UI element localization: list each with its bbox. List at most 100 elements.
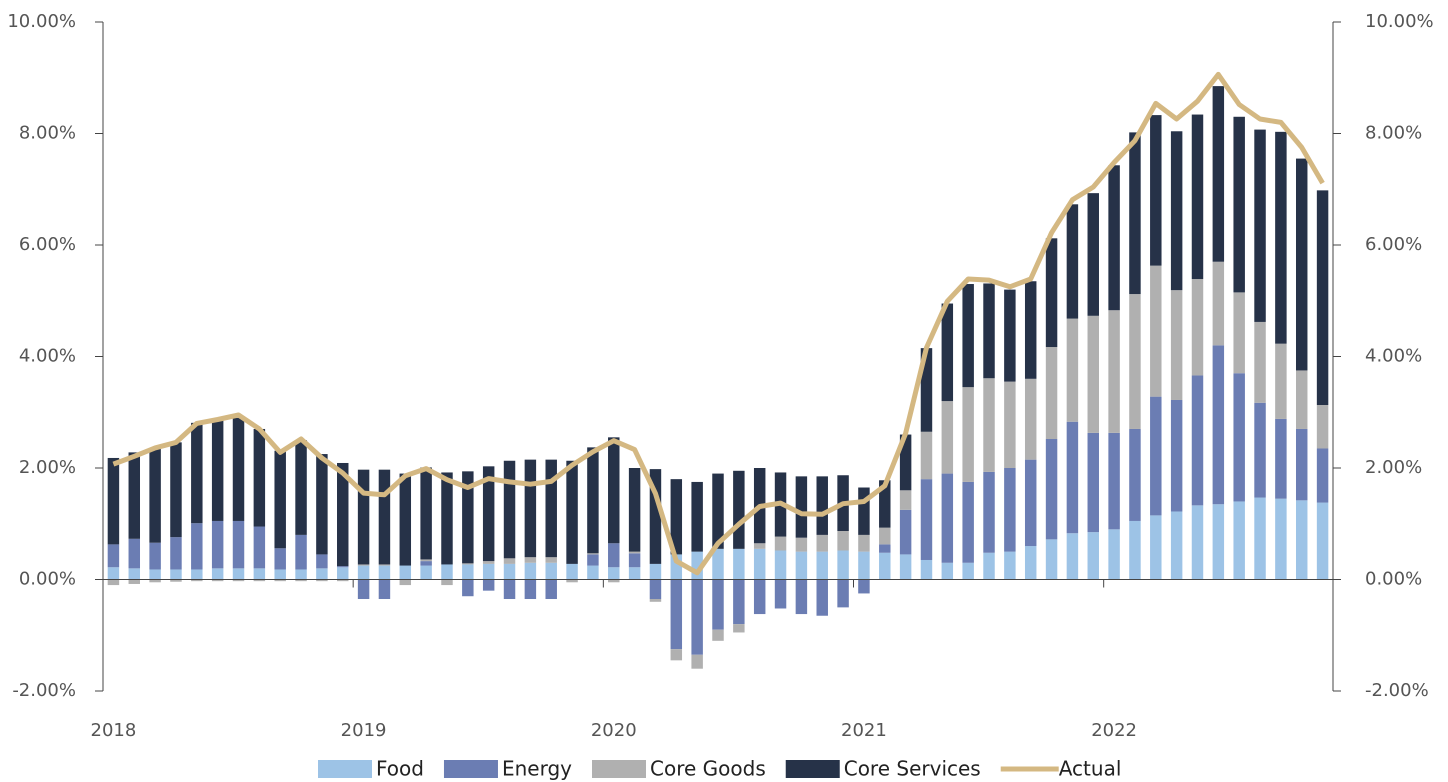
bar: [503, 579, 516, 600]
bar: [587, 554, 599, 566]
bar: [170, 569, 182, 580]
bar: [462, 564, 474, 580]
bar: [587, 565, 599, 580]
bar: [1295, 158, 1308, 371]
bar: [316, 579, 328, 582]
bar: [566, 460, 578, 564]
bar: [774, 579, 787, 609]
bar: [1066, 318, 1079, 422]
bar: [441, 579, 453, 586]
bar: [211, 579, 224, 582]
x-tick-label: 2019: [341, 720, 387, 741]
bar: [1004, 289, 1016, 382]
bar: [1004, 468, 1016, 552]
bar: [1212, 86, 1225, 262]
bar: [691, 481, 703, 552]
bar: [1150, 515, 1162, 580]
bar: [420, 559, 432, 562]
bar: [1150, 396, 1162, 516]
bar: [149, 542, 161, 570]
bar: [753, 548, 766, 580]
bar: [649, 579, 662, 600]
bar: [1254, 129, 1266, 322]
bar: [649, 469, 662, 564]
bar: [503, 460, 516, 559]
bar: [295, 534, 307, 570]
bar: [462, 471, 474, 564]
bar: [858, 579, 870, 594]
bar: [1087, 193, 1099, 316]
bar: [1212, 504, 1225, 580]
bar: [357, 469, 370, 565]
bar: [753, 579, 766, 615]
bar: [837, 550, 849, 580]
bar: [253, 568, 266, 580]
bar: [357, 579, 370, 600]
bar: [1295, 428, 1308, 501]
bar: [337, 566, 349, 568]
bar: [879, 527, 891, 545]
bar: [1108, 432, 1120, 530]
bar: [1275, 418, 1287, 499]
bar: [608, 543, 620, 568]
bar: [420, 561, 432, 566]
bar: [899, 490, 912, 510]
bar: [962, 562, 974, 580]
y-tick-label: 0.00%: [19, 569, 76, 590]
bar: [649, 563, 662, 580]
bar: [983, 552, 995, 580]
bar: [608, 567, 620, 580]
bar: [378, 564, 391, 566]
bar: [149, 569, 161, 580]
bar: [1129, 132, 1141, 295]
bar: [1004, 551, 1016, 580]
bar: [774, 550, 787, 580]
bar: [920, 348, 933, 432]
bar: [1170, 511, 1183, 580]
bar: [837, 579, 849, 608]
bar: [795, 579, 808, 615]
bar: [1087, 532, 1099, 580]
bar: [587, 553, 599, 555]
bar: [753, 543, 766, 549]
bar: [858, 534, 870, 552]
bar: [1108, 310, 1120, 433]
bar: [920, 559, 933, 580]
y2-tick-label: 10.00%: [1365, 11, 1434, 32]
bar: [795, 551, 808, 580]
bar: [670, 554, 683, 580]
bar: [1087, 315, 1099, 433]
bar: [962, 481, 974, 563]
bar: [816, 579, 828, 616]
bar: [1150, 265, 1162, 397]
bar: [107, 544, 120, 568]
bar: [545, 557, 557, 563]
bar: [879, 544, 891, 553]
bar: [191, 569, 203, 580]
bar: [1066, 533, 1079, 580]
legend-swatch: [785, 760, 840, 778]
bar: [274, 548, 286, 570]
bar: [941, 562, 954, 580]
bar: [170, 442, 182, 538]
bar: [441, 472, 453, 565]
bar: [295, 569, 307, 580]
bar: [337, 462, 349, 567]
bar: [879, 552, 891, 580]
bar: [691, 579, 703, 655]
bar: [253, 579, 266, 582]
legend-label: Actual: [1059, 757, 1122, 781]
legend-swatch: [592, 760, 646, 778]
bar: [1129, 520, 1141, 580]
bar: [816, 476, 828, 535]
bar: [670, 579, 683, 650]
bar: [837, 530, 849, 551]
bar: [128, 568, 141, 580]
bar: [1108, 165, 1120, 311]
bar: [1316, 190, 1329, 406]
bar: [1045, 347, 1058, 440]
bar: [899, 554, 912, 580]
bar: [274, 579, 286, 582]
bar: [378, 565, 391, 580]
